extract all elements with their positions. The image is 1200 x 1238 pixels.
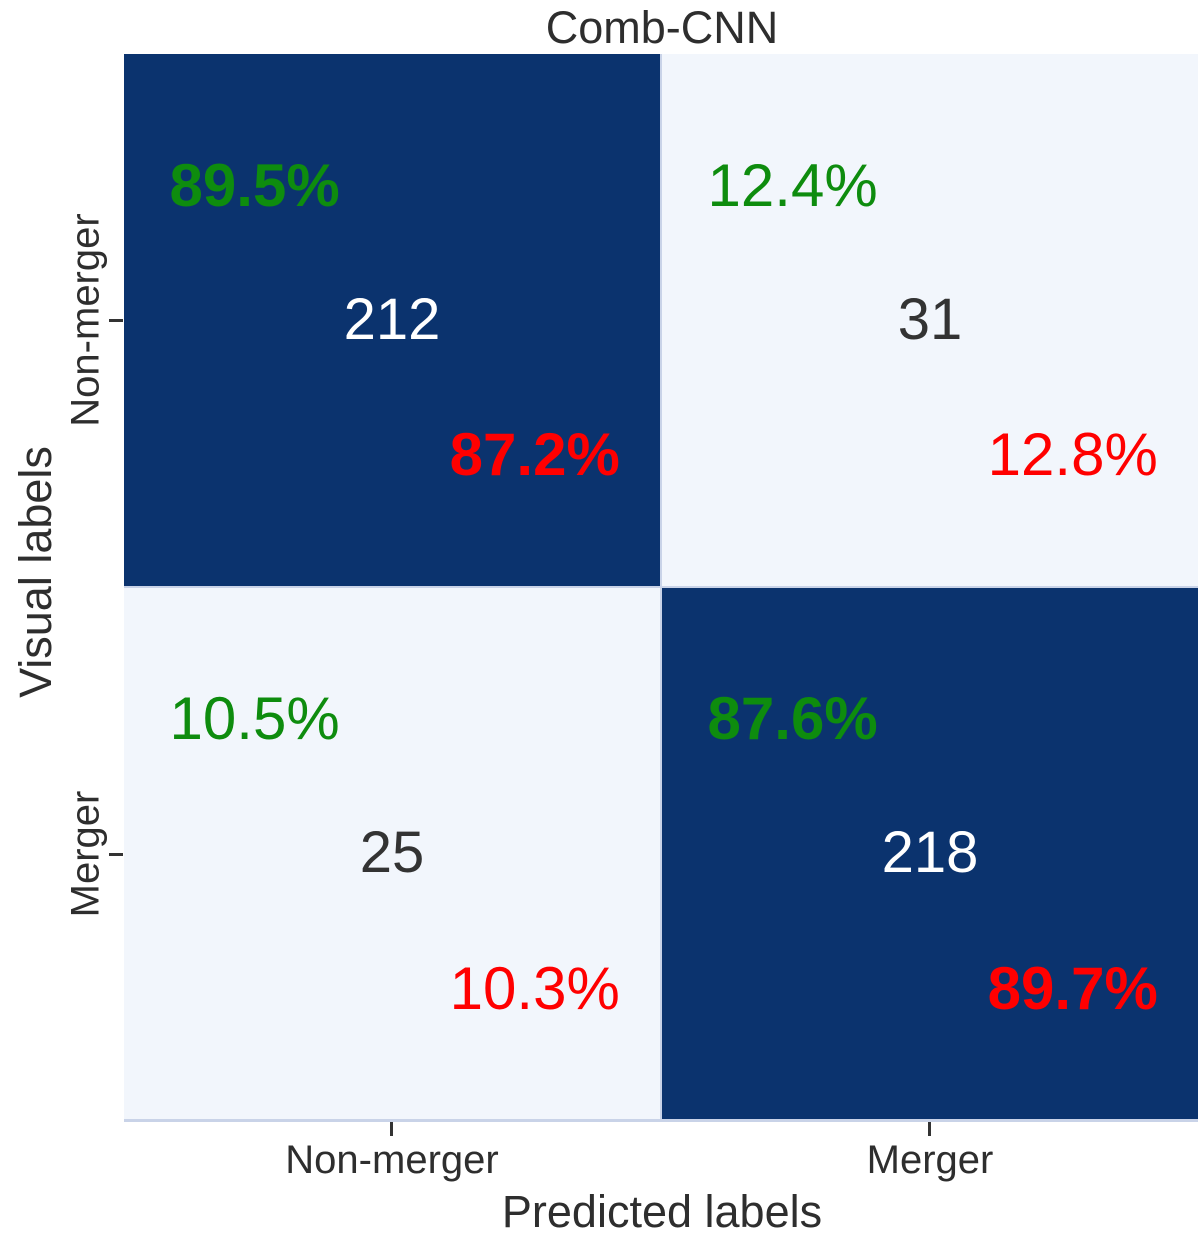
cell-nonmerger-nonmerger: 89.5% 212 87.2% (124, 54, 660, 586)
cell-red-pct: 89.7% (987, 954, 1158, 1022)
cell-count: 25 (359, 820, 425, 886)
x-axis-label: Predicted labels (501, 1186, 823, 1237)
x-tick-mark (928, 1122, 931, 1136)
cell-red-pct: 10.3% (449, 954, 620, 1022)
x-tick-label-non-merger: Non-merger (285, 1138, 499, 1182)
cell-count: 31 (897, 286, 963, 352)
y-tick-mark (109, 853, 123, 856)
cell-merger-nonmerger: 10.5% 25 10.3% (124, 587, 660, 1119)
x-tick-mark (390, 1122, 393, 1136)
cell-merger-merger: 87.6% 218 89.7% (662, 587, 1198, 1119)
matrix-grid: 89.5% 212 87.2% 12.4% 31 12.8% 10.5% 25 … (124, 54, 1198, 1122)
y-tick-label-non-merger: Non-merger (63, 213, 108, 427)
cell-count: 218 (881, 820, 979, 886)
cell-red-pct: 87.2% (449, 421, 620, 489)
chart-title: Comb-CNN (545, 2, 779, 53)
cell-count: 212 (343, 286, 441, 352)
cell-green-pct: 10.5% (169, 685, 340, 753)
x-tick-label-merger: Merger (866, 1138, 994, 1182)
y-tick-label-merger: Merger (63, 790, 108, 918)
y-axis-label: Visual labels (10, 446, 61, 698)
cell-green-pct: 87.6% (707, 685, 878, 753)
cell-green-pct: 89.5% (169, 151, 340, 219)
cell-red-pct: 12.8% (987, 421, 1158, 489)
cell-green-pct: 12.4% (707, 151, 878, 219)
cell-nonmerger-merger: 12.4% 31 12.8% (662, 54, 1198, 586)
y-tick-mark (109, 319, 123, 322)
